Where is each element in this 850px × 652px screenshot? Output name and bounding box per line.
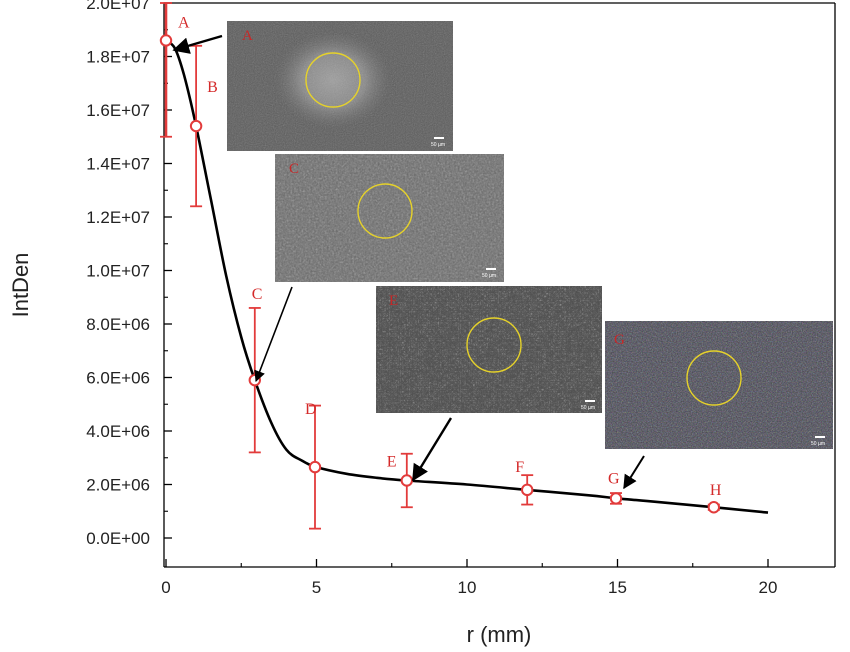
point-label: E — [387, 453, 397, 470]
y-tick-label: 1.6E+07 — [86, 101, 150, 120]
y-tick-label: 8.0E+06 — [86, 315, 150, 334]
inset-image-c: C 50 µm — [275, 154, 504, 282]
data-point — [609, 492, 623, 505]
point-label: G — [608, 470, 620, 487]
x-tick-label: 0 — [161, 578, 170, 597]
data-point — [189, 119, 203, 133]
scale-bar-label: 50 µm — [482, 273, 496, 279]
inset-letter: C — [289, 161, 299, 177]
y-axis-title: IntDen — [8, 253, 33, 318]
point-label: A — [178, 14, 190, 31]
scale-bar-label: 50 µm — [811, 441, 825, 447]
axes — [163, 2, 836, 568]
arrow-to-a — [172, 34, 223, 54]
x-tick-label: 15 — [608, 578, 627, 597]
arrow-to-c — [254, 286, 293, 383]
inset-circle — [357, 183, 413, 239]
tick-labels: 0 5 10 15 20 0.0E+00 2.0E+06 4.0E+06 6.0E+06 8.0E… — [86, 0, 777, 597]
y-tick-label: 2.0E+07 — [86, 0, 150, 13]
y-tick-label: 0.0E+00 — [86, 529, 150, 548]
data-point — [521, 483, 534, 497]
scale-bar-label: 50 µm — [581, 405, 595, 411]
pointer-arrows — [172, 34, 645, 490]
arrow-to-g — [623, 455, 645, 490]
data-point — [159, 34, 173, 47]
inset-circle — [466, 317, 522, 373]
inset-circle — [686, 350, 742, 406]
inset-letter: A — [242, 28, 253, 44]
y-tick-label: 1.8E+07 — [86, 48, 150, 67]
x-axis-title: r (mm) — [467, 622, 532, 647]
point-labels: A B C D E F G H — [178, 14, 722, 499]
y-tick-label: 2.0E+06 — [86, 476, 150, 495]
x-tick-label: 5 — [312, 578, 321, 597]
y-tick-label: 1.0E+07 — [86, 262, 150, 281]
fit-curve — [165, 39, 769, 514]
data-markers — [159, 34, 721, 514]
y-tick-label: 6.0E+06 — [86, 369, 150, 388]
arrow-to-e — [411, 417, 453, 482]
x-tick-label: 10 — [458, 578, 477, 597]
inset-letter: G — [614, 332, 625, 348]
scale-bar-label: 50 µm — [431, 142, 445, 148]
point-label: B — [207, 79, 218, 96]
x-tick-label: 20 — [759, 578, 778, 597]
point-label: F — [515, 459, 524, 476]
inset-image-e: E 50 µm — [376, 286, 602, 413]
inset-circle — [305, 52, 361, 108]
y-tick-label: 1.2E+07 — [86, 208, 150, 227]
inset-image-a: A 50 µm — [227, 21, 453, 151]
point-label: C — [252, 286, 263, 303]
inset-letter: E — [389, 293, 398, 309]
y-tick-label: 4.0E+06 — [86, 422, 150, 441]
point-label: D — [305, 401, 317, 418]
data-point — [308, 460, 322, 474]
y-tick-label: 1.4E+07 — [86, 155, 150, 174]
data-point — [400, 474, 413, 487]
data-point — [707, 501, 721, 514]
ticks — [164, 2, 769, 567]
inset-image-g: G 50 µm — [605, 321, 833, 449]
point-label: H — [710, 482, 722, 499]
